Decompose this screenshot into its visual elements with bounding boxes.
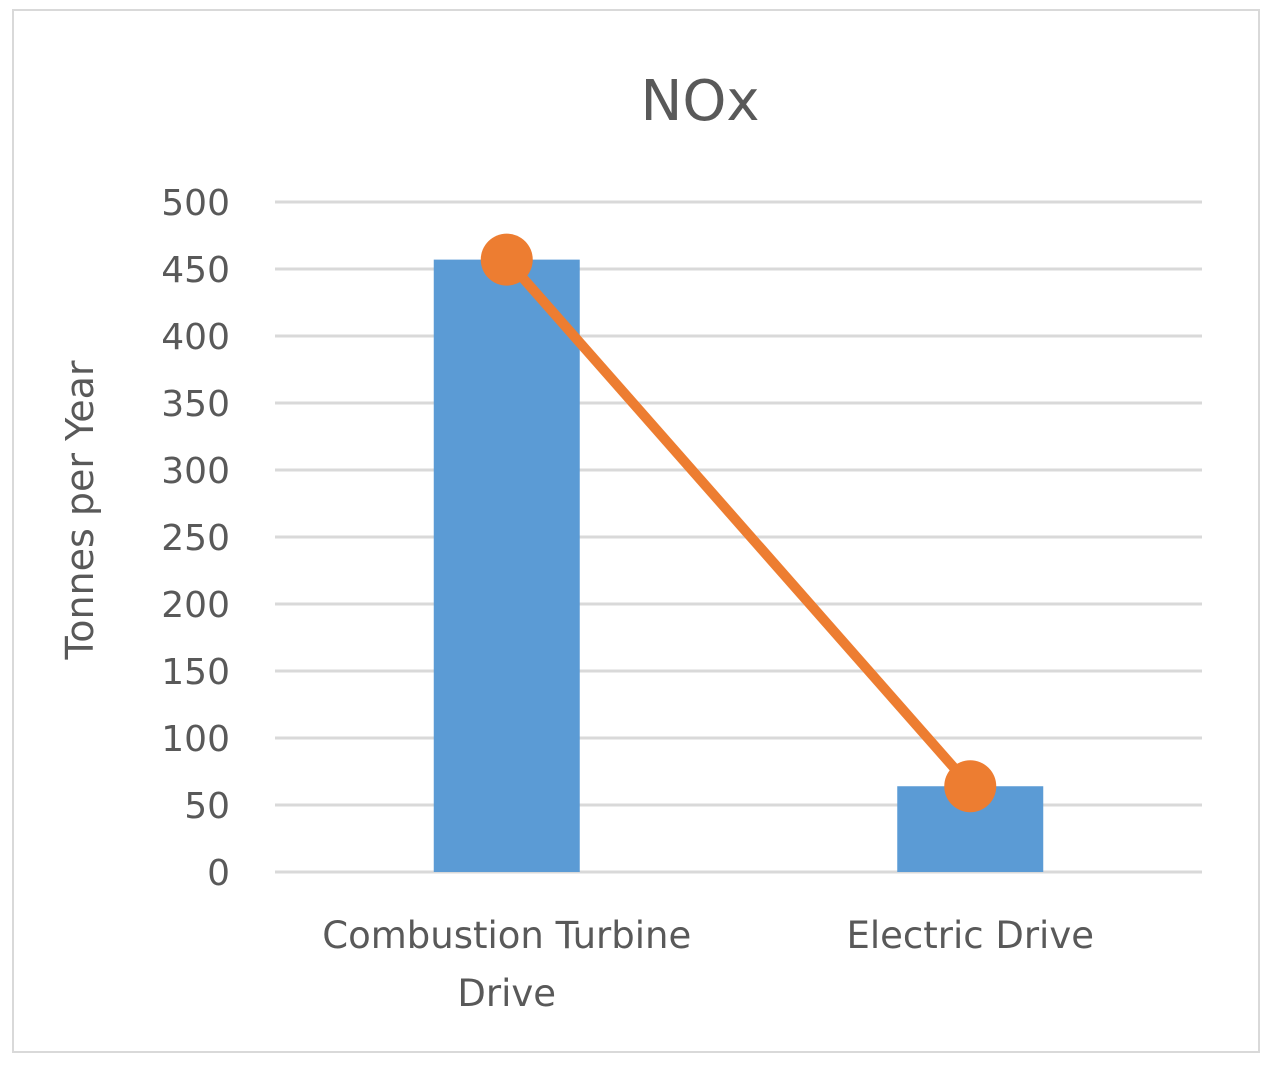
chart-title: NOx [640, 69, 759, 134]
y-tick-label: 450 [161, 250, 230, 291]
series-line [502, 256, 975, 790]
y-tick-label: 150 [161, 652, 230, 693]
bar [433, 259, 580, 872]
chart-frame [12, 9, 1260, 1053]
y-tick-label: 100 [161, 719, 230, 760]
y-tick-label: 50 [184, 786, 230, 827]
y-tick-label: 300 [161, 451, 230, 492]
x-tick-label: Combustion Turbine [322, 914, 691, 957]
y-tick-label: 200 [161, 585, 230, 626]
line-marker [944, 760, 997, 813]
y-axis-label: Tonnes per Year [58, 360, 102, 660]
y-tick-label: 250 [161, 518, 230, 559]
line-marker [480, 233, 533, 286]
y-tick-label: 400 [161, 317, 230, 358]
x-tick-label: Electric Drive [846, 914, 1094, 957]
y-tick-label: 0 [207, 853, 230, 894]
y-tick-label: 350 [161, 384, 230, 425]
y-tick-label: 500 [161, 183, 230, 224]
x-tick-label: Drive [457, 972, 556, 1015]
